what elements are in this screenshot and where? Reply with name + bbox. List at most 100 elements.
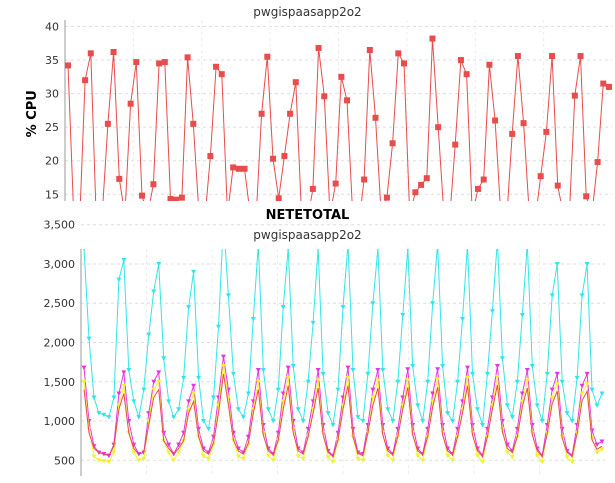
data-point: [366, 46, 373, 53]
data-point: [161, 59, 168, 66]
data-point: [330, 459, 336, 465]
data-point: [127, 100, 134, 107]
data-point: [355, 456, 361, 462]
data-point: [81, 365, 87, 371]
data-point: [375, 378, 381, 383]
data-point: [280, 391, 286, 397]
data-point: [141, 456, 147, 462]
data-point: [206, 426, 212, 432]
data-point: [264, 53, 271, 60]
data-point: [450, 419, 456, 424]
data-point: [495, 238, 500, 243]
data-point: [606, 83, 612, 90]
data-point: [435, 377, 441, 382]
data-point: [430, 391, 436, 397]
data-point: [415, 453, 421, 459]
data-point: [101, 459, 107, 464]
y-tick-label: 1,000: [44, 415, 76, 428]
data-point: [380, 367, 386, 373]
data-point: [544, 371, 550, 377]
data-point: [136, 415, 142, 420]
data-point: [201, 419, 207, 424]
data-point: [310, 320, 316, 326]
data-point: [440, 364, 446, 369]
data-point: [549, 395, 555, 400]
data-point: [110, 49, 117, 56]
data-point: [594, 450, 600, 455]
y-tick-label: 30: [45, 88, 59, 101]
data-point: [275, 387, 281, 393]
data-point: [361, 176, 368, 183]
y-tick-label: 40: [45, 21, 59, 34]
data-point: [136, 458, 142, 463]
data-point: [178, 194, 185, 201]
data-point: [494, 364, 500, 369]
data-point: [101, 412, 107, 418]
data-point: [395, 379, 401, 385]
data-point: [460, 316, 466, 322]
data-point: [255, 367, 261, 373]
data-point: [265, 407, 271, 412]
data-point: [161, 356, 167, 361]
data-point: [287, 110, 294, 117]
data-point: [480, 176, 487, 183]
data-point: [514, 53, 521, 60]
data-point: [121, 370, 127, 375]
data-point: [321, 93, 328, 100]
data-point: [225, 293, 231, 298]
data-point: [186, 399, 192, 404]
data-point: [280, 305, 286, 310]
y-tick-label: 3,000: [44, 258, 76, 271]
data-point: [435, 367, 441, 372]
data-point: [338, 73, 345, 80]
data-point: [201, 454, 207, 459]
data-point: [256, 242, 261, 247]
data-point: [151, 387, 157, 393]
data-point: [287, 249, 290, 251]
data-point: [559, 379, 565, 385]
data-point: [395, 50, 402, 57]
data-point: [146, 332, 152, 338]
data-point: [345, 242, 350, 247]
data-point: [173, 196, 180, 201]
data-point: [405, 378, 411, 383]
data-point: [186, 407, 192, 412]
data-point: [126, 367, 132, 373]
data-point: [376, 249, 379, 251]
data-point: [106, 459, 112, 465]
data-point: [167, 195, 174, 201]
data-point: [380, 422, 386, 428]
data-point: [539, 459, 545, 465]
data-point: [196, 375, 202, 381]
data-point: [559, 426, 565, 432]
data-point: [529, 422, 535, 428]
data-point: [156, 379, 162, 385]
data-point: [420, 419, 426, 424]
data-point: [400, 313, 406, 318]
data-point: [389, 140, 396, 147]
data-point: [176, 407, 182, 412]
data-point: [220, 354, 226, 360]
data-point: [230, 430, 236, 436]
data-point: [583, 193, 590, 200]
data-point: [599, 439, 605, 444]
data-point: [579, 391, 585, 397]
data-point: [589, 428, 595, 433]
data-point: [594, 403, 600, 408]
data-point: [186, 305, 192, 310]
data-point: [156, 370, 162, 375]
y-tick-label: 2,500: [44, 297, 76, 310]
data-point: [390, 419, 396, 424]
data-point: [489, 309, 495, 314]
data-point: [156, 60, 163, 67]
data-point: [131, 450, 137, 455]
data-point: [549, 53, 556, 60]
data-point: [171, 415, 177, 420]
data-point: [549, 387, 555, 393]
data-point: [340, 305, 346, 310]
data-point: [579, 293, 585, 298]
data-point: [589, 387, 595, 393]
data-point: [213, 63, 220, 70]
data-point: [372, 114, 379, 121]
data-point: [554, 261, 560, 267]
